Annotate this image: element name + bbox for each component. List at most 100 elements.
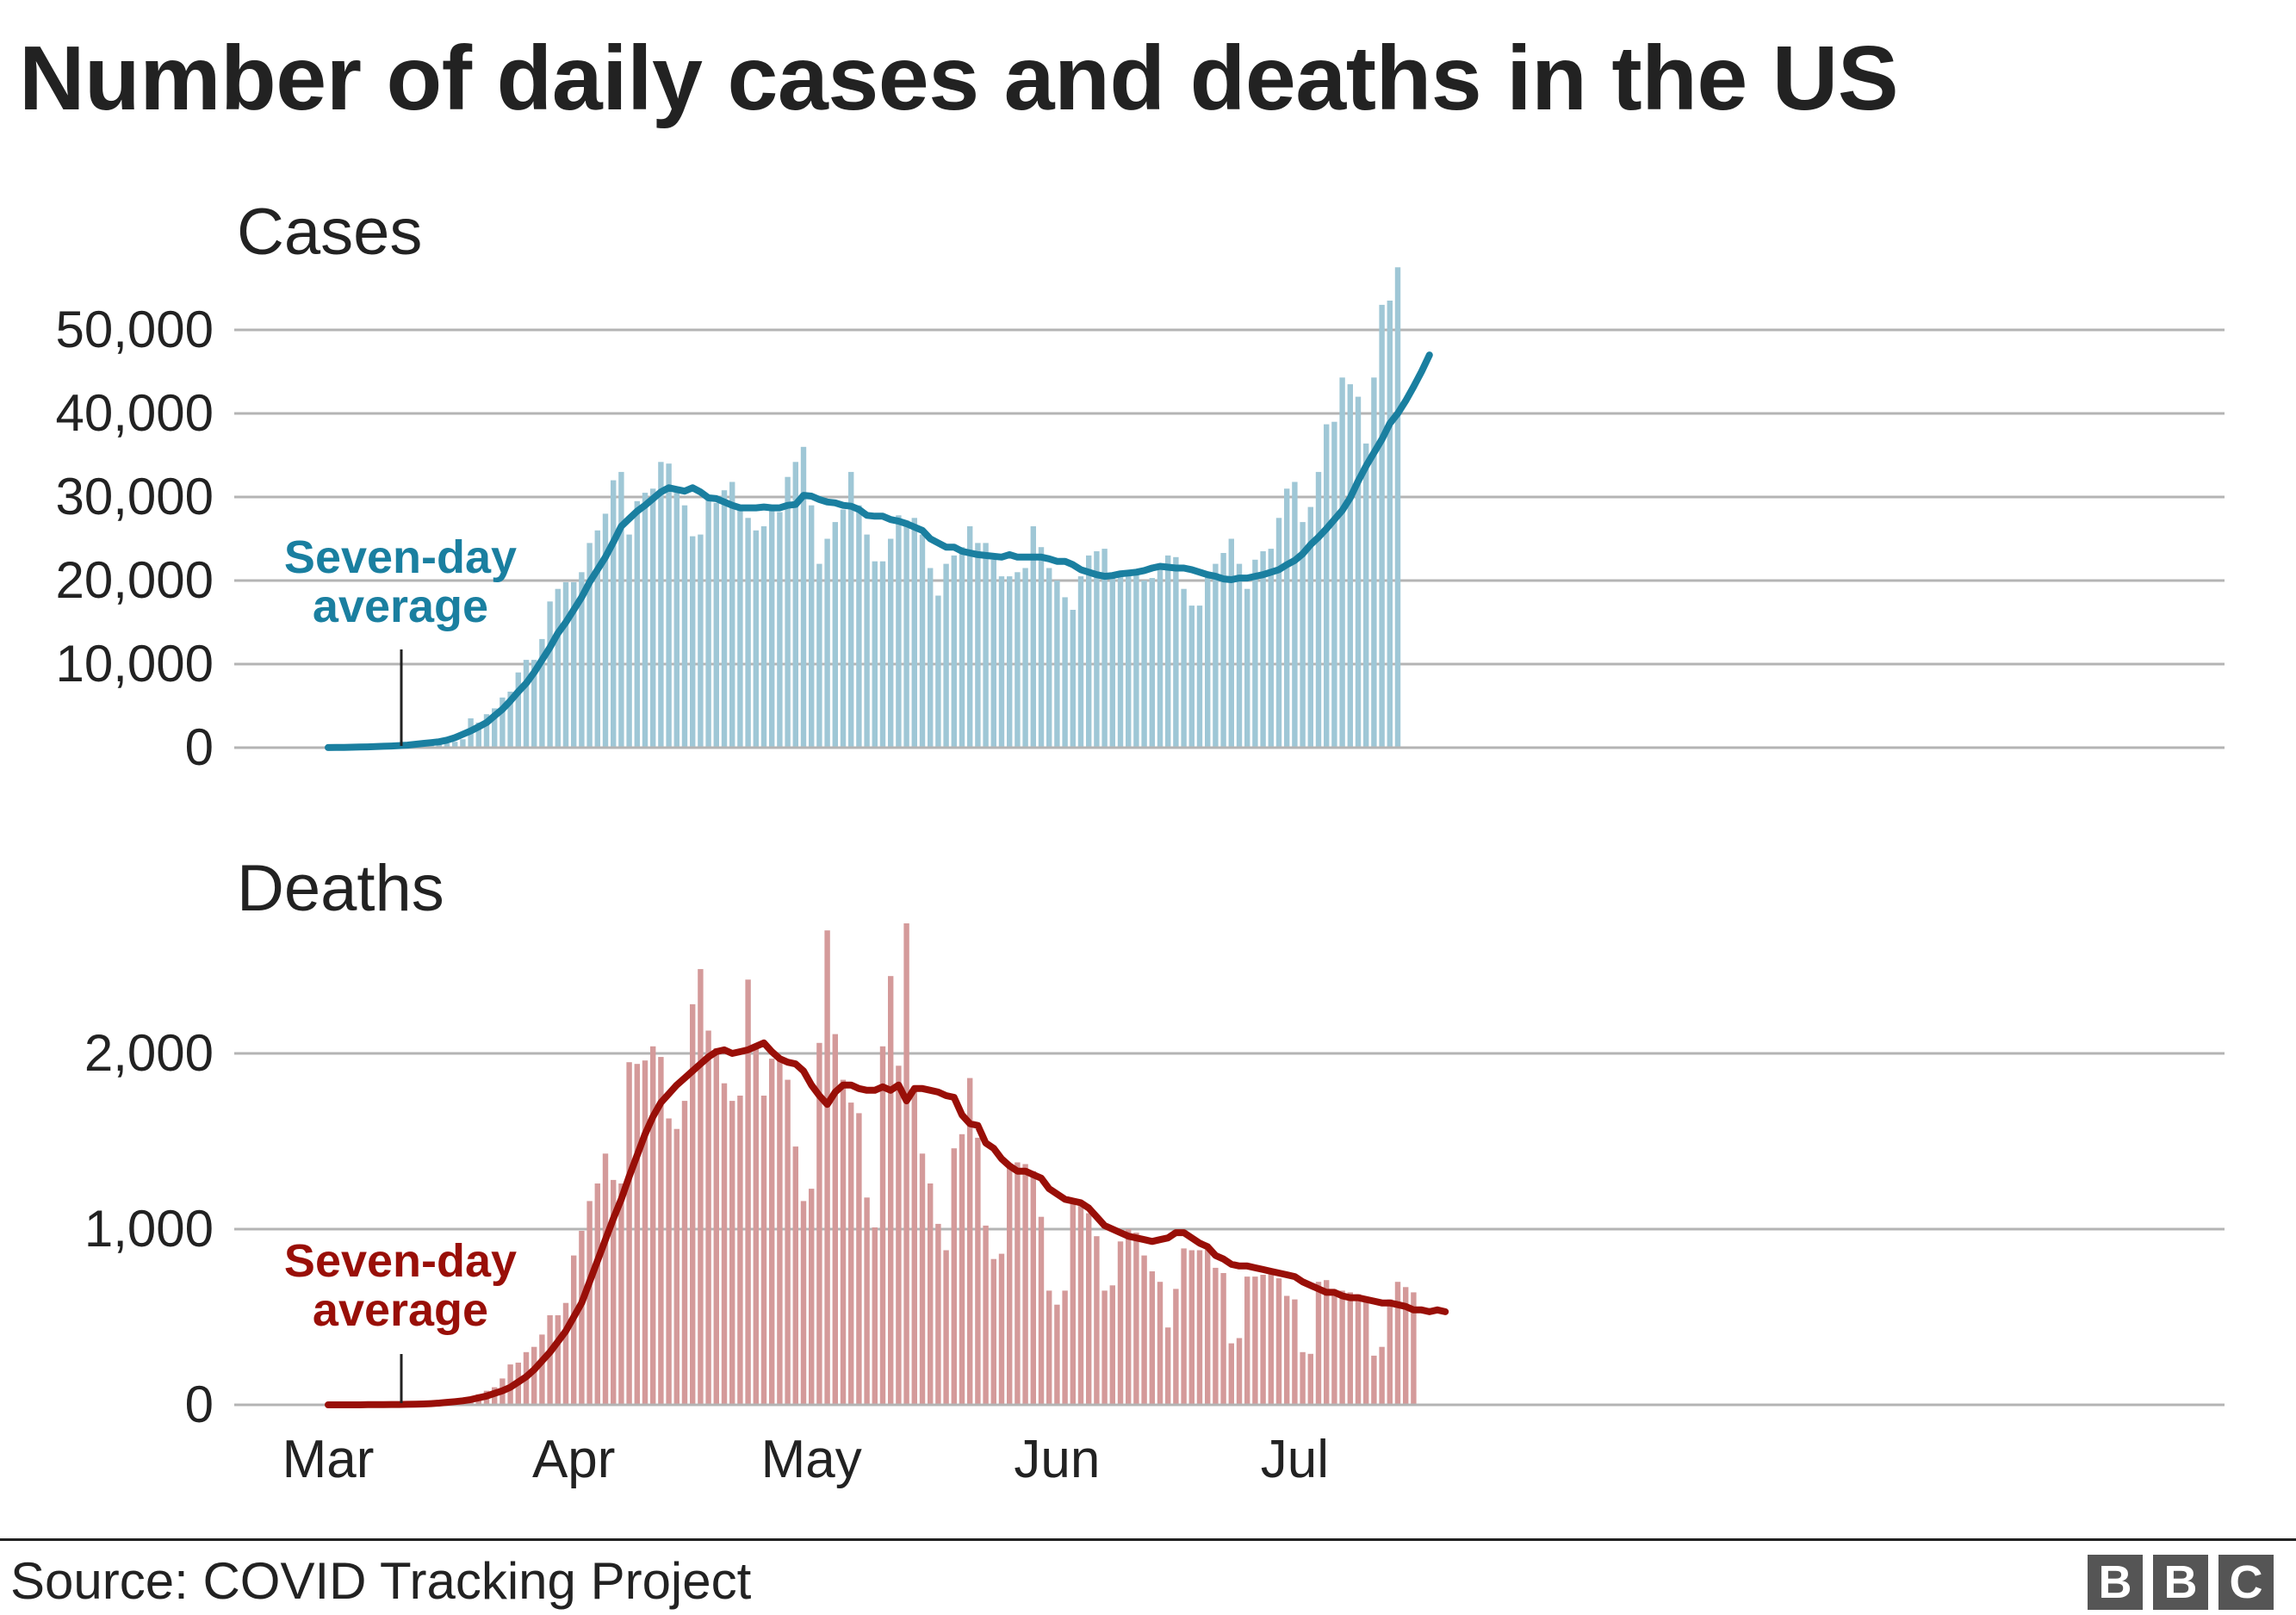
cases-bar (1126, 572, 1132, 748)
x-tick-label: Jun (1014, 1430, 1100, 1489)
cases-bar (959, 547, 965, 748)
deaths-bar (555, 1315, 561, 1405)
cases-bar (690, 536, 696, 748)
cases-bar (1054, 581, 1060, 748)
deaths-bar (698, 969, 704, 1405)
deaths-bar (1284, 1295, 1290, 1405)
cases-bar (856, 505, 862, 748)
y-tick-label-cases: 40,000 (55, 384, 214, 442)
deaths-bar (1054, 1304, 1060, 1405)
deaths-bar (626, 1062, 632, 1405)
deaths-bar (650, 1046, 656, 1405)
chart-canvas: 0 10,000 20,000 30,000 40,000 50,000 Cases Seve… (55, 196, 2225, 1489)
cases-bar (975, 543, 981, 748)
deaths-bar (785, 1079, 791, 1405)
cases-bar (602, 513, 609, 748)
cases-bar (824, 538, 830, 748)
cases-bar (1379, 304, 1385, 748)
cases-bar (760, 526, 767, 748)
deaths-bar (1015, 1162, 1021, 1405)
deaths-panel-title: Deaths (237, 852, 444, 925)
cases-bar (539, 638, 545, 748)
cases-bar (848, 471, 854, 748)
deaths-annotation-line1: Seven-day (284, 1235, 517, 1287)
deaths-bar (673, 1128, 679, 1405)
cases-annotation-line2: average (313, 581, 488, 632)
x-tick-label: May (761, 1430, 862, 1489)
cases-bar (864, 534, 870, 748)
deaths-bar (959, 1134, 965, 1405)
deaths-bar (777, 1060, 783, 1405)
cases-bar (832, 522, 838, 748)
deaths-annotation-line2: average (313, 1284, 488, 1336)
cases-bar (998, 576, 1005, 748)
cases-bar (562, 581, 569, 748)
cases-bar (1236, 563, 1243, 748)
x-tick-label: Jul (1261, 1430, 1329, 1489)
cases-bar (1315, 471, 1322, 748)
deaths-bar (935, 1223, 941, 1405)
cases-bar (436, 744, 442, 748)
deaths-bar (1213, 1267, 1219, 1405)
y-tick-label-cases: 30,000 (55, 468, 214, 525)
deaths-bar (1371, 1355, 1377, 1405)
cases-bar (1220, 553, 1226, 748)
cases-bar (1038, 547, 1045, 748)
deaths-bar (729, 1101, 735, 1405)
cases-bar (555, 588, 561, 748)
deaths-bar (713, 1047, 719, 1405)
cases-bar (1324, 424, 1330, 748)
deaths-bar (1070, 1201, 1076, 1405)
deaths-bar (1149, 1271, 1155, 1405)
source-note: Source: COVID Tracking Project (10, 1552, 752, 1610)
cases-bar (879, 561, 886, 748)
deaths-bar (1173, 1289, 1179, 1405)
cases-bar (1307, 506, 1313, 748)
cases-bar (1300, 522, 1306, 748)
cases-bar (990, 559, 996, 748)
cases-bar (475, 722, 481, 748)
cases-bar (769, 505, 775, 748)
cases-annotation-line1: Seven-day (284, 531, 517, 583)
cases-bar (444, 743, 450, 748)
cases-bar (1394, 267, 1401, 748)
cases-bar (809, 505, 815, 748)
y-tick-label-cases: 20,000 (55, 551, 214, 609)
deaths-bar (1220, 1273, 1226, 1405)
cases-bar (705, 497, 711, 748)
y-tick-label-deaths: 0 (185, 1376, 214, 1433)
deaths-bar (1244, 1276, 1250, 1405)
cases-bar (1022, 568, 1028, 748)
cases-bar (634, 500, 640, 748)
deaths-bar (1188, 1250, 1195, 1405)
cases-bar (729, 481, 735, 748)
deaths-bar (769, 1059, 775, 1405)
x-tick-label: Apr (532, 1430, 615, 1489)
deaths-bar (602, 1153, 609, 1405)
cases-bar (935, 595, 941, 748)
cases-bar (951, 555, 957, 748)
deaths-bar (594, 1183, 600, 1405)
deaths-bar (753, 1046, 759, 1405)
cases-bar (1015, 572, 1021, 748)
cases-bar (1387, 301, 1393, 748)
deaths-bar (658, 1057, 664, 1405)
cases-bar (872, 561, 878, 748)
deaths-bar (1339, 1290, 1345, 1405)
deaths-bar (816, 1042, 822, 1405)
cases-bar (1070, 610, 1076, 748)
y-tick-label-cases: 50,000 (55, 301, 214, 358)
deaths-bar (1062, 1290, 1068, 1405)
deaths-bar (888, 976, 894, 1405)
deaths-bar (705, 1030, 711, 1405)
cases-bar (903, 520, 909, 748)
cases-bar (579, 572, 585, 748)
cases-bar (1292, 481, 1298, 748)
deaths-bar (998, 1253, 1005, 1405)
y-tick-label-deaths: 2,000 (84, 1024, 214, 1082)
deaths-bar (800, 1201, 807, 1405)
cases-panel-title: Cases (237, 196, 422, 269)
cases-bar (753, 530, 759, 748)
deaths-bar (1363, 1297, 1369, 1405)
cases-bar (1077, 576, 1084, 748)
